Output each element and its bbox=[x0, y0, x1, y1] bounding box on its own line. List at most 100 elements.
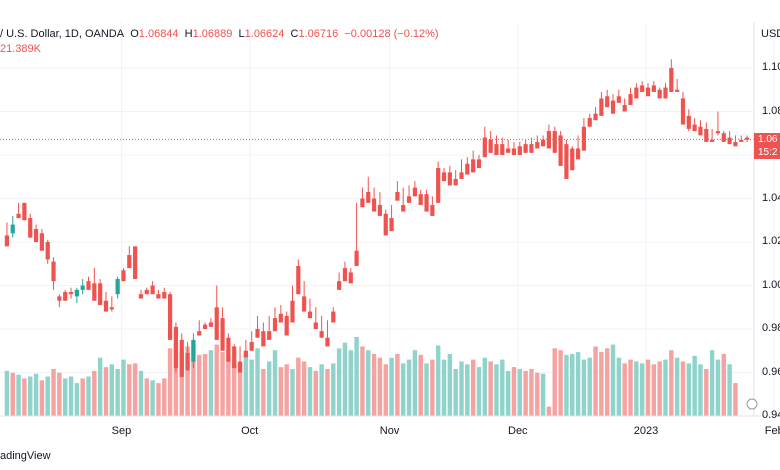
candle-body bbox=[476, 159, 482, 169]
volume-bar bbox=[604, 348, 610, 416]
candle-body bbox=[418, 194, 423, 206]
candle-body bbox=[86, 281, 91, 290]
volume-bar bbox=[412, 350, 418, 416]
candle-body bbox=[605, 96, 610, 108]
time-axis-tick: Sep bbox=[111, 425, 132, 437]
volume-bar bbox=[331, 363, 336, 416]
time-axis-tick: Oct bbox=[241, 425, 259, 437]
symbol-description[interactable]: / U.S. Dollar, 1D, OANDA bbox=[0, 28, 125, 40]
open-value: 1.06844 bbox=[138, 28, 179, 40]
volume-bar bbox=[622, 363, 627, 416]
volume-bar bbox=[272, 350, 278, 416]
candle-body bbox=[366, 191, 371, 203]
candle-body bbox=[581, 126, 586, 151]
volume-bar bbox=[587, 357, 592, 416]
candle-body bbox=[354, 250, 359, 266]
time-axis-tick: Dec bbox=[508, 425, 528, 437]
volume-bar bbox=[336, 348, 342, 416]
candle-body bbox=[360, 198, 365, 208]
countdown-value: 15:2 bbox=[758, 147, 778, 158]
volume-bar bbox=[301, 361, 307, 416]
candle-body bbox=[680, 98, 686, 125]
tradingview-logo[interactable]: adingView bbox=[0, 450, 51, 462]
candle-body bbox=[208, 322, 213, 327]
volume-bar bbox=[470, 359, 476, 416]
volume-bar bbox=[109, 364, 115, 416]
volume-bar bbox=[144, 378, 150, 416]
volume-bar bbox=[97, 357, 103, 416]
time-axis-tick: 2023 bbox=[633, 425, 659, 437]
volume-bar bbox=[179, 350, 184, 416]
volume-bar bbox=[500, 359, 505, 416]
volume-bar bbox=[540, 373, 546, 416]
price-axis-tick: 1.08 bbox=[762, 104, 780, 117]
volume-bar bbox=[505, 370, 511, 416]
price-axis-tick: 1.02 bbox=[762, 235, 780, 247]
candle-body bbox=[331, 311, 336, 323]
volume-bar bbox=[686, 363, 692, 416]
volume-bar bbox=[284, 364, 289, 416]
volume-bar bbox=[278, 367, 284, 416]
candle-body bbox=[173, 326, 179, 369]
volume-bar bbox=[354, 337, 359, 416]
candle-body bbox=[529, 144, 534, 153]
candle-body bbox=[267, 331, 272, 340]
high-label: H bbox=[184, 28, 193, 40]
price-candles bbox=[4, 59, 750, 377]
volume-bar bbox=[4, 370, 10, 416]
volume-bar bbox=[45, 376, 50, 416]
candle-body bbox=[710, 139, 715, 142]
candle-body bbox=[371, 198, 377, 212]
candle-body bbox=[278, 313, 283, 323]
volume-bar bbox=[575, 352, 581, 416]
high-value: 1.06889 bbox=[192, 28, 233, 40]
last-price-value: 1.06 bbox=[758, 134, 778, 145]
low-label: L bbox=[238, 28, 245, 40]
volume-bar bbox=[325, 369, 330, 416]
candle-body bbox=[634, 87, 639, 99]
candle-body bbox=[651, 85, 656, 92]
volume-bar bbox=[709, 350, 715, 416]
candle-body bbox=[63, 292, 68, 301]
volume-bar bbox=[564, 354, 569, 416]
candle-body bbox=[675, 89, 680, 92]
candle-body bbox=[564, 144, 569, 179]
volume-bar bbox=[121, 359, 126, 416]
candle-body bbox=[669, 68, 674, 92]
ohlc-legend: / U.S. Dollar, 1D, OANDA O1.06844 H1.068… bbox=[0, 28, 439, 40]
candle-body bbox=[739, 139, 744, 142]
candle-body bbox=[33, 228, 39, 242]
volume-bar bbox=[296, 357, 301, 416]
candle-body bbox=[406, 196, 412, 203]
change-value: −0.00128 (−0.12%) bbox=[344, 28, 439, 40]
candle-body bbox=[191, 339, 196, 362]
candle-body bbox=[628, 94, 633, 105]
candle-body bbox=[115, 278, 120, 295]
candle-body bbox=[395, 191, 400, 201]
candle-body bbox=[202, 324, 208, 329]
volume-bar bbox=[535, 372, 540, 416]
volume-bar bbox=[395, 353, 400, 416]
volume-bar bbox=[546, 406, 552, 416]
volume-bar bbox=[162, 378, 167, 416]
volume-bar bbox=[360, 346, 365, 416]
alert-circle-icon[interactable] bbox=[746, 398, 758, 410]
volume-bar bbox=[80, 378, 85, 416]
low-value: 1.06624 bbox=[244, 28, 285, 40]
volume-bar bbox=[406, 359, 412, 416]
volume-bar bbox=[138, 370, 144, 416]
candle-body bbox=[16, 213, 21, 219]
volume-bar bbox=[68, 376, 74, 416]
candle-body bbox=[68, 292, 74, 295]
currency-label[interactable]: USD bbox=[761, 28, 780, 40]
candle-body bbox=[307, 311, 313, 319]
volume-bar bbox=[173, 342, 179, 416]
price-axis-tick: 1.00 bbox=[762, 278, 780, 291]
candle-body bbox=[185, 352, 190, 371]
volume-bar bbox=[616, 357, 622, 416]
candle-body bbox=[302, 296, 307, 312]
volume-bar bbox=[639, 363, 645, 416]
candle-body bbox=[447, 172, 452, 186]
volume-bar bbox=[74, 383, 80, 416]
